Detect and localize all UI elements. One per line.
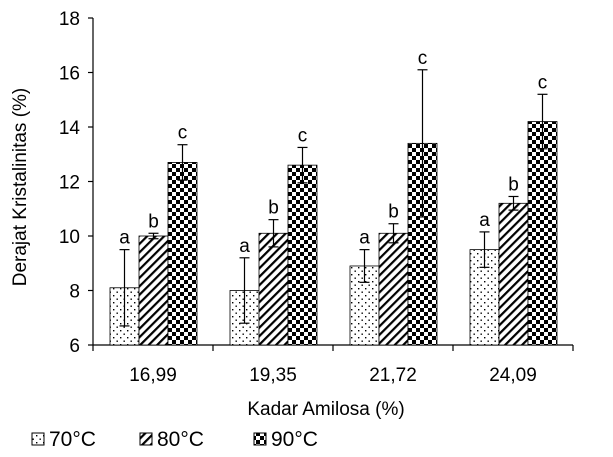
significance-label: c xyxy=(418,48,428,69)
y-axis-title: Derajat Kristalinitas (%) xyxy=(10,88,31,287)
bar xyxy=(258,232,289,346)
y-tick-label: 10 xyxy=(59,227,80,248)
legend-swatch xyxy=(31,432,45,446)
y-tick-label: 8 xyxy=(69,282,80,303)
significance-label: a xyxy=(239,236,250,257)
significance-label: c xyxy=(538,72,548,93)
legend: 70°C 80°C 90°C xyxy=(31,428,318,451)
significance-label: b xyxy=(508,174,519,195)
x-tick-label: 24,09 xyxy=(489,365,537,386)
x-tick-label: 16,99 xyxy=(129,365,177,386)
y-tick-label: 18 xyxy=(59,9,80,30)
bar xyxy=(167,162,198,346)
significance-label: a xyxy=(119,228,130,249)
y-tick-label: 14 xyxy=(59,118,81,139)
significance-label: a xyxy=(359,228,370,249)
significance-label: b xyxy=(148,211,159,232)
significance-label: c xyxy=(178,123,188,144)
x-tick-label: 19,35 xyxy=(249,365,297,386)
x-tick-label: 21,72 xyxy=(369,365,417,386)
legend-label: 80°C xyxy=(157,428,204,451)
significance-label: c xyxy=(298,125,308,146)
x-axis-title: Kadar Amilosa (%) xyxy=(247,399,404,420)
y-tick-label: 16 xyxy=(59,64,80,85)
bar xyxy=(527,121,558,346)
bar xyxy=(287,164,318,346)
legend-swatch xyxy=(139,432,153,446)
bar xyxy=(378,232,409,346)
legend-label: 70°C xyxy=(49,428,96,451)
bar xyxy=(138,235,169,346)
significance-label: b xyxy=(268,198,279,219)
y-tick-label: 6 xyxy=(69,336,80,357)
bar xyxy=(498,202,529,346)
significance-label: a xyxy=(479,210,490,231)
significance-label: b xyxy=(388,202,399,223)
y-tick-label: 12 xyxy=(59,173,80,194)
legend-swatch xyxy=(253,432,267,446)
legend-label: 90°C xyxy=(271,428,318,451)
